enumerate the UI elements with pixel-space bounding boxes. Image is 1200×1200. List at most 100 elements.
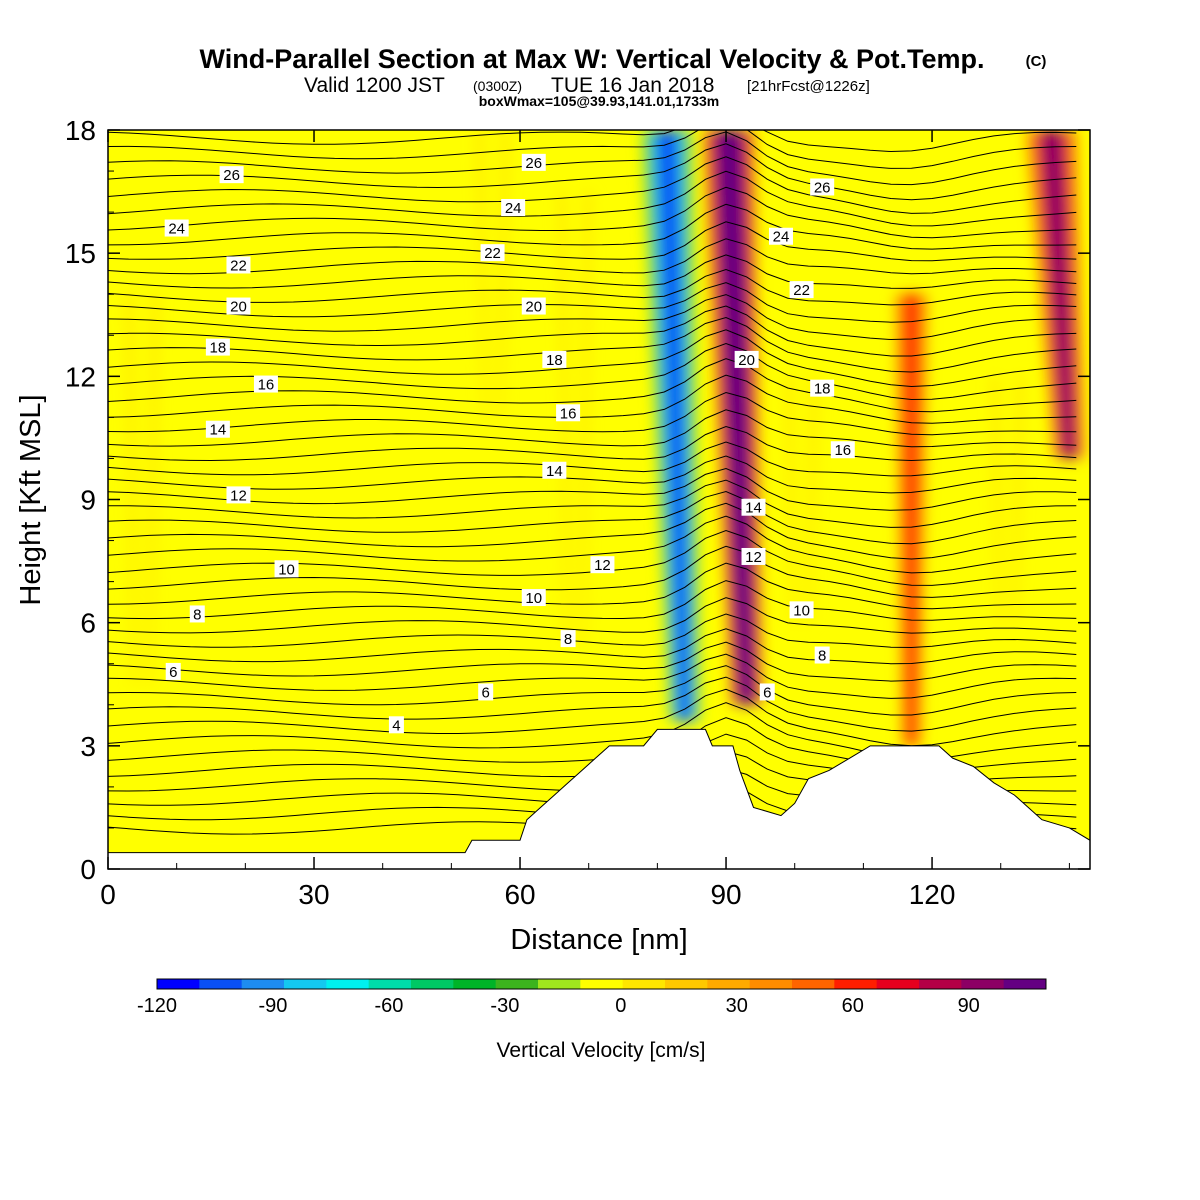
theta-contour-line — [108, 143, 1077, 201]
theta-contour-line — [108, 409, 1077, 448]
theta-contour-line — [108, 238, 1077, 275]
colorbar-tick-label: 90 — [958, 995, 980, 1017]
theta-contour-line — [108, 628, 1077, 665]
colorbar-tick-label: -90 — [259, 995, 288, 1017]
svg-text:20: 20 — [738, 352, 755, 369]
theta-contour-line — [108, 479, 1077, 528]
theta-label: 10 — [521, 589, 546, 607]
theta-contour-line — [108, 467, 1077, 511]
theta-contour-line — [108, 294, 1077, 341]
y-axis: 0 3 6 9 12 15 18 — [65, 115, 1090, 885]
svg-text:6: 6 — [482, 684, 490, 701]
svg-text:10: 10 — [793, 602, 810, 619]
svg-text:26: 26 — [525, 155, 542, 172]
colorbar-swatch — [580, 979, 624, 989]
theta-contour-line — [108, 502, 1077, 560]
colorbar-swatch — [749, 979, 793, 989]
theta-label: 22 — [226, 256, 251, 274]
svg-text:14: 14 — [210, 422, 227, 439]
theta-label: 22 — [480, 244, 505, 262]
svg-text:14: 14 — [745, 500, 762, 517]
svg-text:26: 26 — [814, 179, 831, 196]
svg-text:20: 20 — [230, 299, 247, 316]
theta-label: 10 — [274, 560, 299, 578]
y-tick-label: 15 — [65, 238, 96, 269]
theta-label: 26 — [219, 166, 244, 184]
colorbar-swatch — [284, 979, 327, 989]
w-band-2-4 — [1040, 130, 1076, 459]
colorbar-swatch — [157, 979, 200, 989]
subtitle-utc: (0300Z) — [473, 78, 522, 94]
theta-label: 14 — [741, 498, 766, 517]
theta-contour-line — [108, 597, 1077, 634]
theta-contour-line — [108, 203, 1077, 250]
theta-contour-line — [108, 641, 1077, 682]
theta-label: 18 — [542, 350, 567, 369]
colorbar-swatch — [961, 979, 1005, 989]
svg-text:22: 22 — [793, 282, 810, 299]
colorbar-swatch — [368, 979, 412, 989]
svg-text:10: 10 — [278, 561, 295, 578]
subtitle-line: Valid 1200 JST (0300Z) TUE 16 Jan 2018 [… — [304, 74, 870, 97]
theta-label: 4 — [388, 716, 404, 734]
w-band-7-4 — [795, 376, 808, 623]
colorbar-swatch — [622, 979, 666, 989]
y-tick-label: 6 — [80, 608, 96, 639]
colorbar-swatch — [1003, 979, 1047, 989]
theta-contour-line — [108, 545, 1077, 598]
theta-contour-line — [108, 391, 1077, 436]
colorbar-label: Vertical Velocity [cm/s] — [497, 1039, 706, 1062]
svg-text:14: 14 — [546, 463, 563, 480]
theta-contour-line — [108, 329, 1077, 388]
theta-contour-line — [108, 254, 1077, 289]
theta-contour-line — [108, 316, 1077, 373]
theta-contour-line — [108, 374, 1077, 424]
svg-text:22: 22 — [484, 245, 501, 262]
theta-contour-line — [108, 676, 1077, 732]
title-block: Wind-Parallel Section at Max W: Vertical… — [200, 44, 1047, 109]
x-tick-label: 60 — [504, 879, 535, 910]
theta-contour-line — [108, 130, 1077, 153]
svg-text:26: 26 — [223, 167, 240, 184]
colorbar-swatch — [834, 979, 878, 989]
theta-contour-line — [108, 580, 1077, 621]
svg-text:4: 4 — [392, 717, 400, 734]
x-tick-label: 30 — [298, 879, 329, 910]
theta-label: 16 — [556, 404, 581, 422]
theta-label: 20 — [521, 297, 546, 316]
svg-text:10: 10 — [525, 590, 542, 607]
theta-contour-line — [108, 653, 1077, 699]
theta-label: 24 — [768, 227, 793, 246]
colorbar-tick-label: -30 — [490, 995, 519, 1017]
colorbar-swatch — [199, 979, 243, 989]
colorbar-tick-label: -60 — [374, 995, 403, 1017]
colorbar-swatch — [326, 979, 370, 989]
theta-contour-line — [108, 131, 1077, 186]
theta-label: 20 — [734, 350, 759, 369]
colorbar-frame — [156, 978, 1047, 990]
theta-label: 24 — [501, 199, 526, 217]
x-tick-label: 0 — [100, 879, 116, 910]
x-axis: 0 30 60 90 120 — [100, 130, 1070, 910]
subtitle-valid: Valid 1200 JST — [304, 74, 445, 97]
svg-text:16: 16 — [834, 442, 851, 459]
theta-contour-line — [108, 613, 1077, 649]
theta-label: 24 — [164, 219, 189, 238]
colorbar-tick-label: 30 — [726, 995, 748, 1017]
theta-label: 18 — [205, 338, 230, 357]
svg-text:16: 16 — [258, 377, 275, 394]
svg-text:18: 18 — [210, 340, 227, 357]
theta-label: 8 — [814, 646, 830, 665]
theta-label: 14 — [205, 420, 230, 439]
theta-label: 12 — [226, 486, 251, 504]
svg-text:8: 8 — [564, 631, 572, 648]
svg-text:16: 16 — [560, 405, 577, 422]
svg-text:12: 12 — [745, 549, 762, 566]
chart-title: Wind-Parallel Section at Max W: Vertical… — [200, 44, 985, 74]
colorbar-swatch — [538, 979, 581, 989]
y-tick-label: 0 — [80, 854, 96, 885]
svg-text:6: 6 — [169, 664, 177, 681]
svg-text:18: 18 — [546, 352, 563, 369]
colorbar-swatch — [919, 979, 962, 989]
copyright-mark: (C) — [1026, 53, 1047, 70]
